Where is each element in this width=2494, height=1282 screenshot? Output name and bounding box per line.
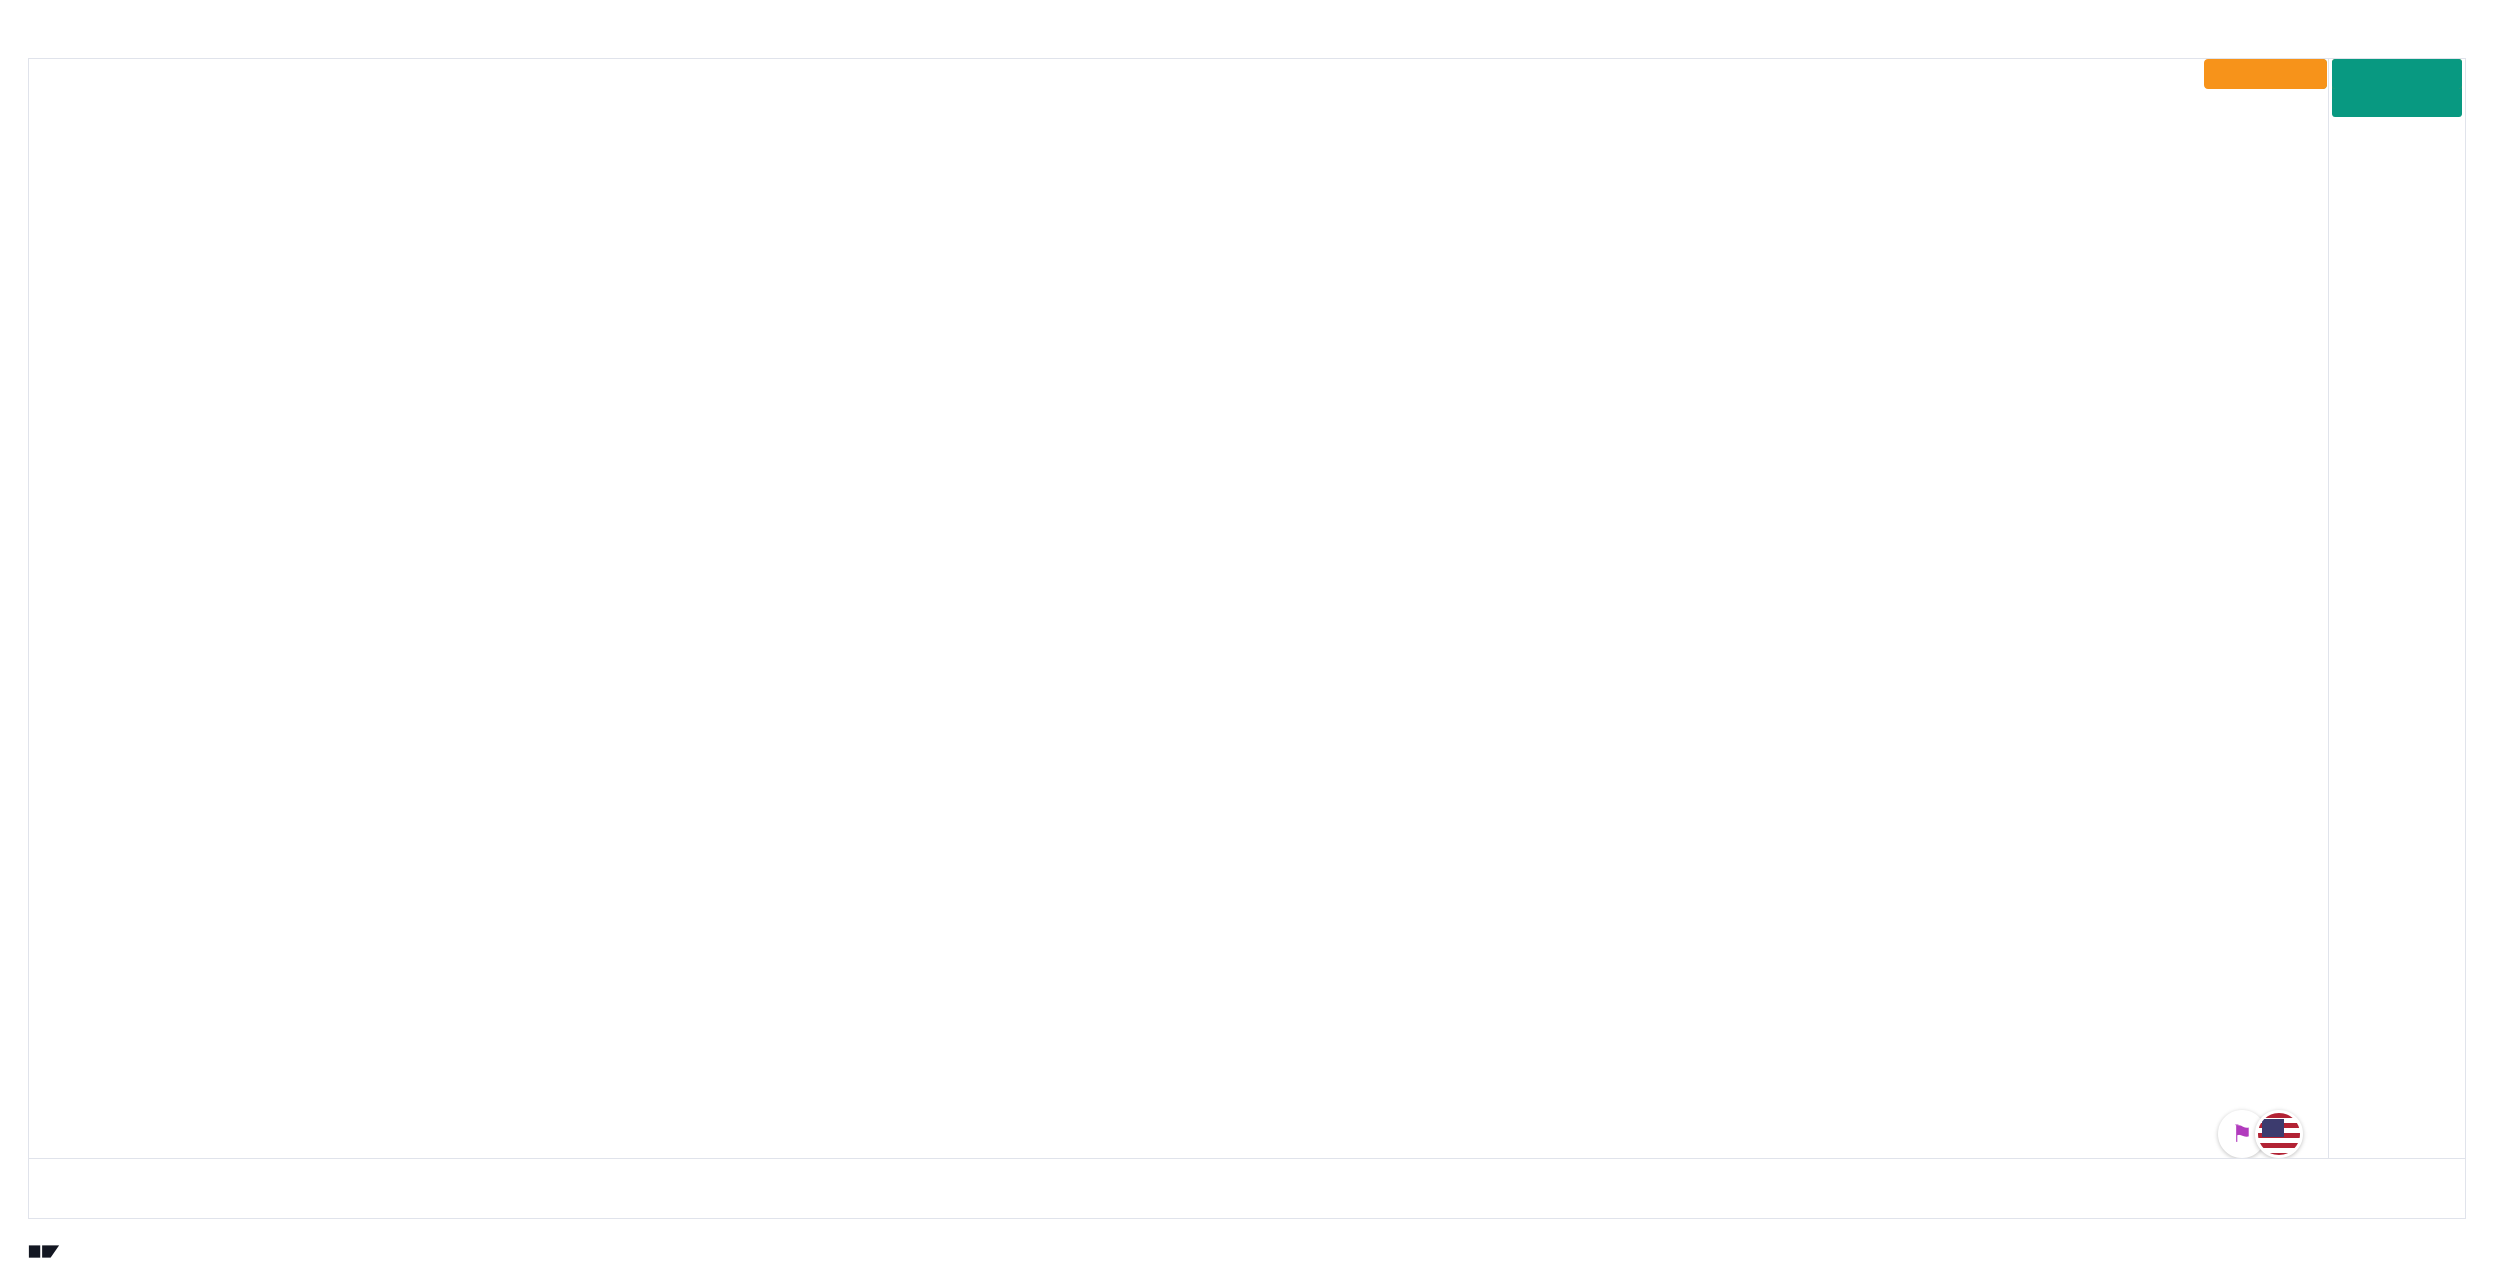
- chart-plot-area[interactable]: ⚑: [29, 59, 2327, 1158]
- us-flag-icon: [2255, 1110, 2303, 1158]
- tradingview-logo[interactable]: [27, 1235, 61, 1269]
- volume-value-badge: [2332, 59, 2462, 89]
- chart-widget: ⚑: [28, 58, 2466, 1219]
- time-axis[interactable]: [29, 1158, 2465, 1218]
- chart-canvas[interactable]: [29, 59, 2327, 1158]
- tradingview-footer: [27, 1232, 73, 1272]
- bcousd-bar-countdown: [2332, 88, 2462, 117]
- ngu2023-series-badge: [2204, 59, 2327, 89]
- price-axis[interactable]: [2328, 59, 2465, 1158]
